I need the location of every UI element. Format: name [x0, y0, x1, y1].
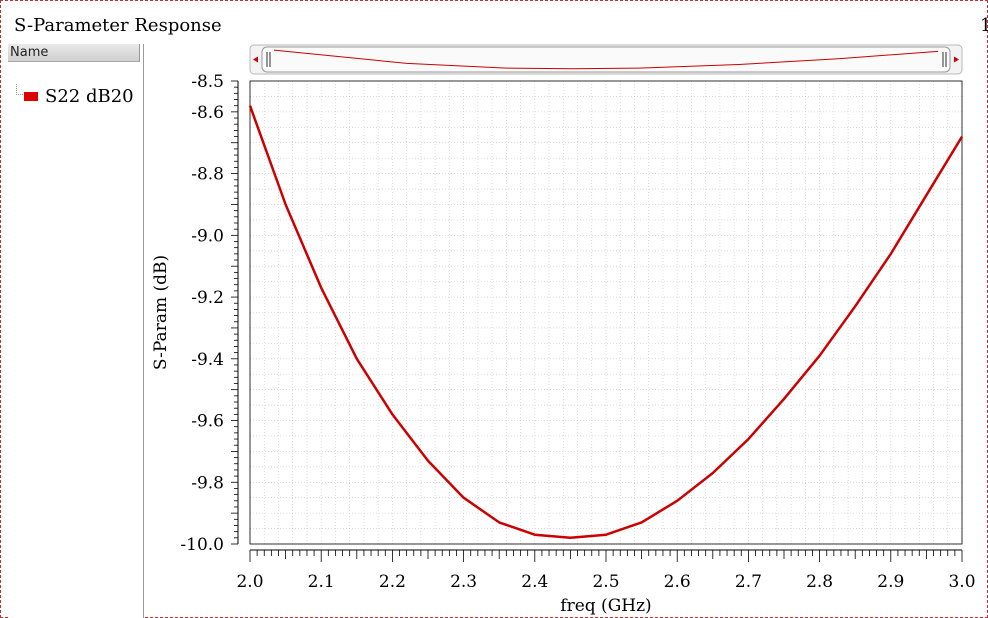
x-tick-label: 3.0 — [948, 572, 975, 592]
trace-item-s22[interactable]: S22 dB20 — [24, 84, 134, 108]
trace-color-swatch — [24, 91, 38, 101]
x-axis-label: freq (GHz) — [560, 596, 651, 616]
overview-trace — [273, 49, 939, 70]
y-tick-label: -10.0 — [180, 535, 224, 555]
x-tick-label: 2.6 — [664, 572, 691, 592]
y-tick-label: -8.5 — [191, 72, 224, 92]
x-tick-label: 2.1 — [308, 572, 335, 592]
overview-thumb[interactable] — [261, 46, 951, 73]
name-column-label: Name — [10, 45, 49, 60]
y-tick-label: -8.8 — [191, 165, 224, 185]
tree-connector — [16, 84, 25, 95]
plot-border — [249, 80, 963, 545]
trace-list-panel: Name S22 dB20 — [8, 44, 144, 618]
column-resize-handle[interactable] — [139, 44, 142, 62]
y-axis-label: S-Param (dB) — [151, 255, 171, 370]
x-tick-label: 2.3 — [450, 572, 477, 592]
y-tick-label: -8.6 — [191, 103, 224, 123]
y-tick-label: -9.0 — [191, 226, 224, 246]
page-number: 1 — [980, 15, 988, 36]
y-tick-label: -9.8 — [191, 473, 224, 493]
name-column-header[interactable]: Name — [8, 44, 142, 62]
scroll-left-arrow-icon[interactable] — [253, 56, 258, 63]
x-tick-label: 2.8 — [806, 572, 833, 592]
x-tick-label: 2.5 — [592, 572, 619, 592]
x-tick-label: 2.9 — [877, 572, 904, 592]
y-tick-label: -9.6 — [191, 412, 224, 432]
scroll-right-arrow-icon[interactable] — [954, 56, 959, 63]
y-tick-label: -9.4 — [191, 350, 224, 370]
y-tick-label: -9.2 — [191, 288, 224, 308]
trace-label: S22 dB20 — [45, 85, 134, 107]
window-title: S-Parameter Response — [14, 15, 222, 36]
x-tick-label: 2.7 — [735, 572, 762, 592]
trace-s22-line[interactable] — [248, 105, 964, 540]
x-tick-label: 2.2 — [379, 572, 406, 592]
x-tick-label: 2.4 — [521, 572, 548, 592]
x-tick-label: 2.0 — [236, 572, 263, 592]
